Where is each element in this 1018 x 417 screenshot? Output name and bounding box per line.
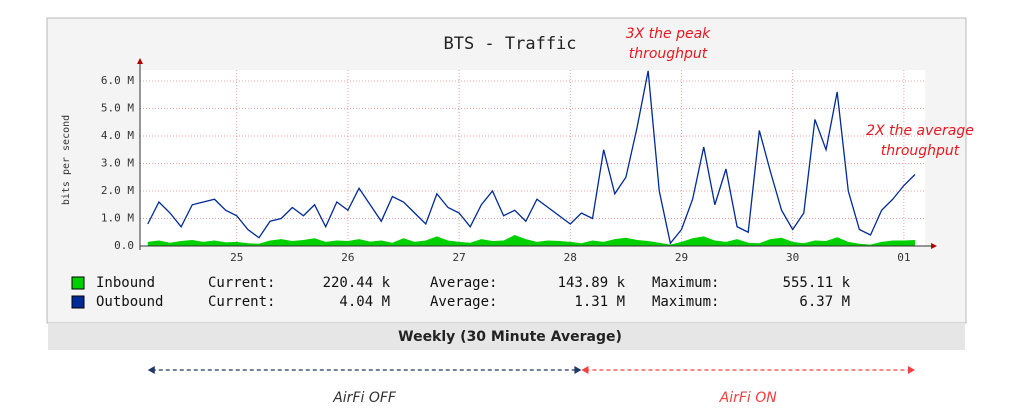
footer: Weekly (30 Minute Average) [398, 329, 622, 345]
stat-value: 4.04 M [339, 294, 390, 310]
stat-label: Maximum: [652, 275, 719, 291]
y-axis-label: bits per second [61, 115, 72, 205]
x-tick-label: 27 [452, 251, 465, 264]
period-label: AirFi OFF [332, 390, 397, 406]
x-tick-label: 01 [897, 251, 910, 264]
legend-label: Outbound [96, 294, 163, 310]
x-tick-label: 29 [675, 251, 688, 264]
x-tick-label: 25 [230, 251, 243, 264]
stat-label: Average: [430, 275, 497, 291]
arrow-head [147, 366, 155, 374]
stat-label: Maximum: [652, 294, 719, 310]
plot-area [140, 70, 925, 246]
stat-value: 143.89 k [558, 275, 626, 291]
annotation: throughput [629, 46, 708, 62]
stat-value: 6.37 M [799, 294, 850, 310]
x-tick-label: 28 [564, 251, 577, 264]
x-tick-label: 26 [341, 251, 354, 264]
stat-value: 220.44 k [323, 275, 391, 291]
legend-swatch [71, 295, 85, 309]
stat-value: 1.31 M [574, 294, 625, 310]
legend-swatch [71, 276, 85, 290]
axis-arrow [137, 58, 143, 64]
arrow-head [574, 366, 582, 374]
annotation: 3X the peak [626, 26, 711, 42]
annotation: 2X the average [866, 123, 974, 139]
stat-value: 555.11 k [783, 275, 851, 291]
annotation: throughput [881, 143, 960, 159]
y-tick-label: 1.0 M [101, 212, 134, 225]
chart-title: BTS - Traffic [443, 34, 576, 54]
stat-label: Current: [208, 294, 275, 310]
stat-label: Average: [430, 294, 497, 310]
y-tick-label: 3.0 M [101, 157, 134, 170]
stat-label: Current: [208, 275, 275, 291]
period-label: AirFi ON [719, 390, 778, 406]
arrow-head [907, 366, 915, 374]
y-tick-label: 2.0 M [101, 184, 134, 197]
y-tick-label: 5.0 M [101, 102, 134, 115]
axis-arrow [931, 243, 937, 249]
arrow-head [581, 366, 589, 374]
x-tick-label: 30 [786, 251, 799, 264]
inbound-area [147, 235, 915, 246]
outbound-line [147, 70, 916, 245]
y-tick-label: 0.0 [114, 239, 134, 252]
legend-label: Inbound [96, 275, 155, 291]
y-tick-label: 4.0 M [101, 129, 134, 142]
footer-bar [48, 323, 965, 350]
y-tick-label: 6.0 M [101, 74, 134, 87]
